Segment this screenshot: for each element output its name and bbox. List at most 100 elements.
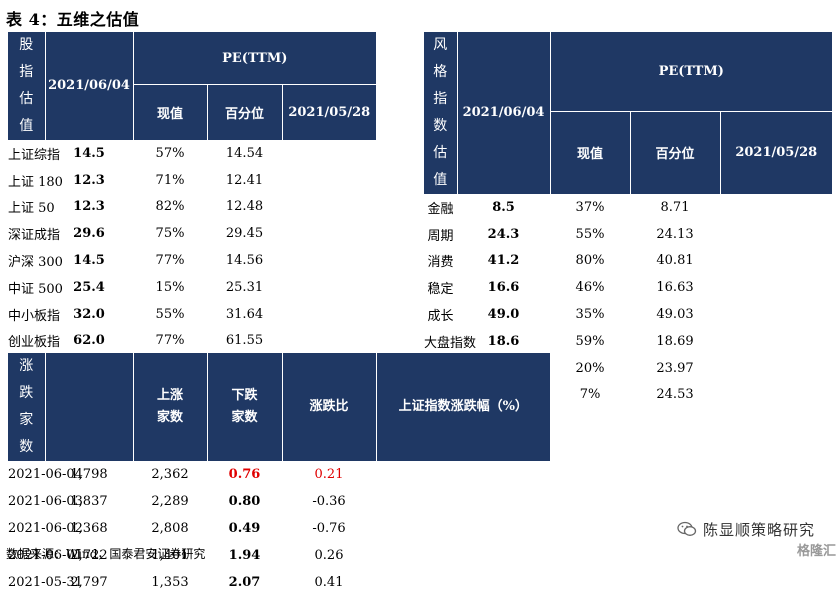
- table-row: 消费 41.2 80% 40.81: [424, 248, 832, 275]
- table-row: 大盘指数 18.6 59% 18.69: [424, 328, 832, 355]
- index-name: 周期: [427, 228, 454, 244]
- style-index-valuation-table: 风格指数估值 2021/06/04 PE(TTM) 现值 百分位 2021/05/2…: [424, 32, 832, 408]
- side-label: 涨跌家数: [8, 353, 46, 461]
- table-row: 2021-06-03 1,837 2,289 0.80 -0.36: [8, 488, 550, 515]
- stock-index-valuation-table: 股指估值 2021/06/04 PE(TTM) 现值 百分位 2021/05/28 …: [8, 32, 376, 408]
- index-name: 成长: [427, 309, 454, 325]
- column-header: 上涨 家数: [133, 353, 208, 462]
- index-name: 大盘指数: [424, 335, 477, 351]
- column-header: 下跌 家数: [207, 353, 283, 462]
- pe-previous: 23.97: [656, 360, 694, 376]
- index-name: 沪深 300: [8, 255, 63, 271]
- advancers-cell: 2,722: [70, 548, 108, 563]
- sub-header: 百分位: [207, 84, 283, 141]
- pe-percentile: 77%: [155, 333, 185, 349]
- index-change-cell: 0.26: [314, 548, 344, 563]
- ratio-cell: 1.94: [228, 548, 261, 563]
- index-name: 中小板指: [8, 308, 61, 324]
- wechat-icon: [677, 521, 697, 537]
- advancers-cell: 1,368: [70, 521, 108, 536]
- watermark-logo: 格隆汇: [796, 544, 836, 559]
- pe-current: 18.6: [487, 333, 520, 349]
- sub-header: 百分位: [630, 111, 721, 195]
- sub-header: 现值: [133, 84, 208, 141]
- table-row: 周期 24.3 55% 24.13: [424, 221, 832, 248]
- date-header-blank: [45, 353, 134, 462]
- pe-current: 62.0: [73, 333, 105, 349]
- table-row: 2021-05-31 2,797 1,353 2.07 0.41: [8, 569, 550, 596]
- pe-current: 24.3: [487, 226, 520, 242]
- ratio-cell: 0.49: [228, 521, 261, 536]
- date-cell: 2021-06-04: [8, 467, 83, 482]
- pe-previous: 24.53: [656, 387, 694, 403]
- pe-previous: 61.55: [225, 333, 264, 349]
- pe-previous: 12.41: [225, 172, 264, 188]
- pe-current: 8.5: [492, 200, 515, 216]
- table-row: 上证 180 12.3 71% 12.41: [8, 167, 376, 194]
- pe-percentile: 46%: [575, 280, 605, 296]
- pe-current: 14.5: [73, 146, 105, 162]
- pe-previous: 29.45: [225, 226, 264, 242]
- advancers-cell: 2,797: [70, 575, 108, 590]
- pe-previous: 24.13: [656, 226, 694, 242]
- index-name: 中证 500: [8, 281, 63, 297]
- table-row: 2021-06-04 1,798 2,362 0.76 0.21: [8, 461, 550, 488]
- pe-current: 14.5: [73, 253, 105, 269]
- column-header: 涨跌比: [282, 353, 377, 462]
- sub-header: 2021/05/28: [282, 84, 376, 141]
- pe-percentile: 37%: [575, 200, 605, 216]
- pe-header: PE(TTM): [550, 32, 832, 112]
- sub-header: 现值: [550, 111, 631, 195]
- pe-previous: 25.31: [225, 279, 264, 295]
- pe-percentile: 82%: [155, 199, 185, 215]
- table-row: 中证 500 25.4 15% 25.31: [8, 274, 376, 301]
- table-row: 2021-06-01 2,722 1,401 1.94 0.26: [8, 542, 550, 569]
- pe-previous: 49.03: [656, 307, 694, 323]
- pe-current: 49.0: [487, 307, 520, 323]
- pe-previous: 40.81: [656, 253, 694, 269]
- index-change-cell: -0.76: [312, 521, 346, 536]
- pe-current: 29.6: [73, 226, 105, 242]
- pe-current: 25.4: [73, 279, 105, 295]
- pe-percentile: 15%: [155, 279, 185, 295]
- pe-percentile: 77%: [155, 253, 185, 269]
- pe-previous: 12.48: [225, 199, 264, 215]
- pe-percentile: 55%: [575, 226, 605, 242]
- pe-current: 12.3: [73, 172, 105, 188]
- pe-percentile: 71%: [155, 172, 185, 188]
- decliners-cell: 1,401: [151, 548, 189, 563]
- sub-header: 2021/05/28: [720, 111, 832, 195]
- index-name: 深证成指: [8, 228, 61, 244]
- table-row: 上证综指 14.5 57% 14.54: [8, 140, 376, 167]
- pe-percentile: 55%: [155, 306, 185, 322]
- index-name: 上证综指: [8, 147, 61, 163]
- pe-percentile: 80%: [575, 253, 605, 269]
- table-row: 2021-06-02 1,368 2,808 0.49 -0.76: [8, 515, 550, 542]
- pe-current: 12.3: [73, 199, 105, 215]
- side-label: 股指估值: [8, 32, 46, 140]
- index-name: 上证 180: [8, 174, 63, 190]
- pe-percentile: 75%: [155, 226, 185, 242]
- watermark-text: 陈显顺策略研究: [702, 521, 815, 539]
- advancers-cell: 1,837: [70, 494, 108, 509]
- index-name: 金融: [427, 201, 454, 217]
- index-name: 消费: [427, 255, 454, 271]
- ratio-cell: 0.76: [228, 467, 261, 483]
- date-cell: 2021-06-02: [8, 521, 83, 536]
- pe-percentile: 20%: [575, 360, 605, 376]
- decliners-cell: 1,353: [151, 575, 189, 590]
- pe-current: 32.0: [73, 306, 105, 322]
- pe-previous: 8.71: [660, 200, 690, 216]
- table-row: 深证成指 29.6 75% 29.45: [8, 220, 376, 247]
- pe-current: 16.6: [487, 280, 520, 296]
- pe-previous: 31.64: [225, 306, 264, 322]
- pe-percentile: 57%: [155, 146, 185, 162]
- table-row: 创业板指 62.0 77% 61.55: [8, 328, 376, 355]
- date-header: 2021/06/04: [457, 32, 551, 195]
- pe-previous: 16.63: [656, 280, 694, 296]
- pe-percentile: 35%: [575, 307, 605, 323]
- table-row: 成长 49.0 35% 49.03: [424, 301, 832, 328]
- date-cell: 2021-05-31: [8, 575, 83, 590]
- pe-percentile: 7%: [579, 387, 601, 403]
- table-row: 金融 8.5 37% 8.71: [424, 194, 832, 221]
